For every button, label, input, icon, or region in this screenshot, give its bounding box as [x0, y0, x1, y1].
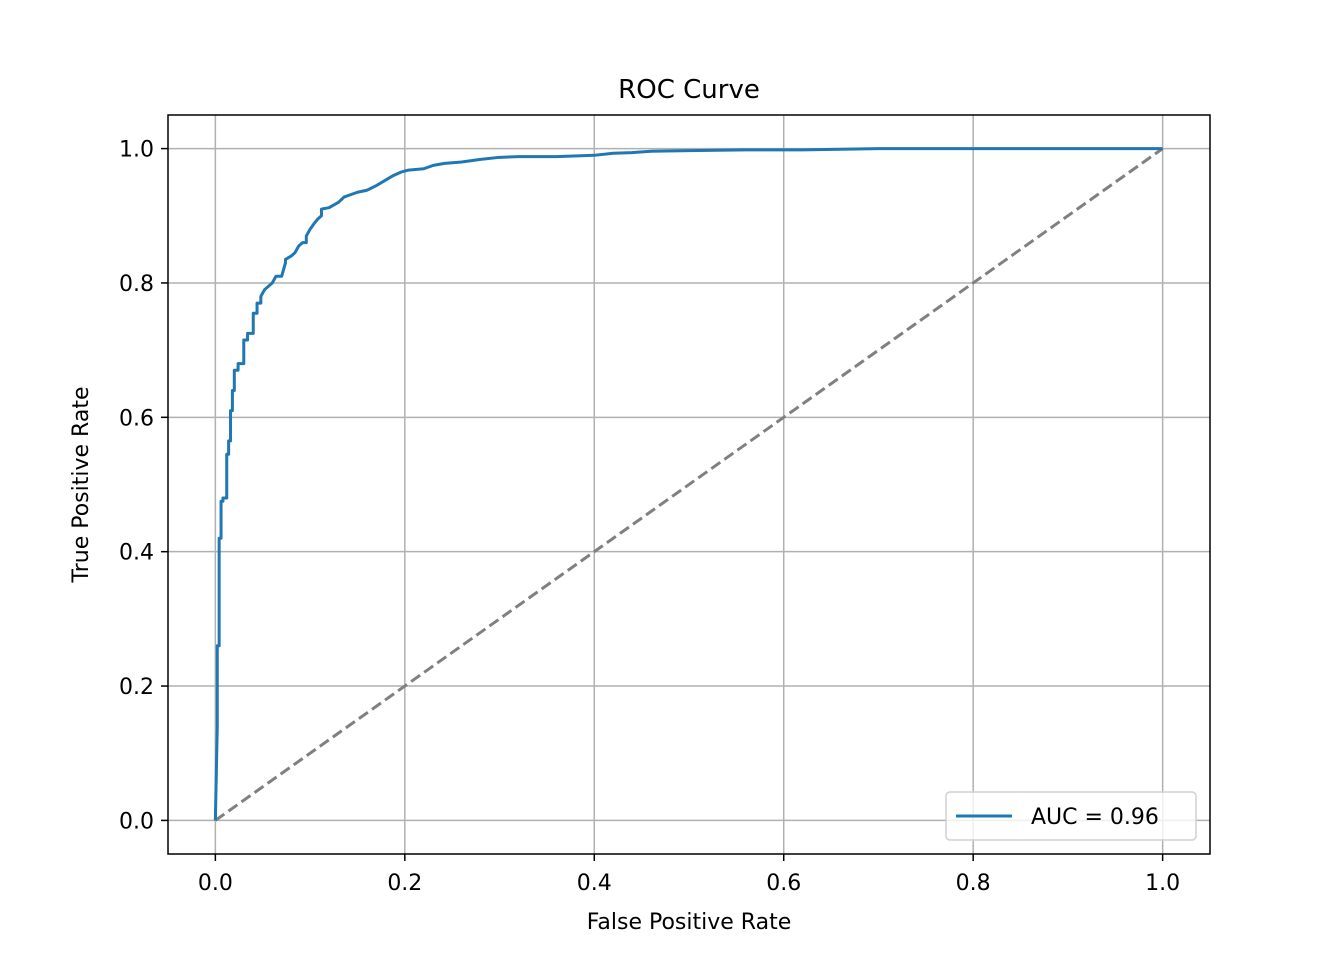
y-tick-label: 0.8	[119, 272, 154, 297]
y-tick-label: 0.4	[119, 541, 154, 566]
chance-diagonal-line	[214, 147, 1164, 822]
plot-frame	[167, 114, 1211, 855]
series-layer	[213, 147, 1164, 822]
x-tick-label: 0.6	[766, 871, 801, 896]
y-tick-label: 0.0	[119, 809, 154, 834]
x-tick-label: 0.0	[198, 871, 233, 896]
x-tick-label: 0.4	[577, 871, 612, 896]
legend-entry-label: AUC = 0.96	[1031, 805, 1159, 830]
y-axis-label: True Positive Rate	[69, 387, 94, 584]
grid	[168, 115, 1210, 854]
x-tick-label: 0.8	[956, 871, 991, 896]
x-axis-label: False Positive Rate	[587, 910, 791, 935]
legend: AUC = 0.96	[945, 791, 1197, 841]
legend-box	[945, 791, 1197, 841]
x-tick-label: 1.0	[1145, 871, 1180, 896]
y-tick-label: 1.0	[119, 138, 154, 163]
y-tick-label: 0.6	[119, 406, 154, 431]
roc-curve-line	[213, 147, 1163, 821]
x-tick-label: 0.2	[387, 871, 422, 896]
ticks: 0.0 0.2 0.4 0.6 0.8 1.0 0.0 0.2 0.4 0.6 0.8 1.0	[119, 138, 1180, 896]
chart-title: ROC Curve	[618, 75, 760, 105]
y-tick-label: 0.2	[119, 675, 154, 700]
